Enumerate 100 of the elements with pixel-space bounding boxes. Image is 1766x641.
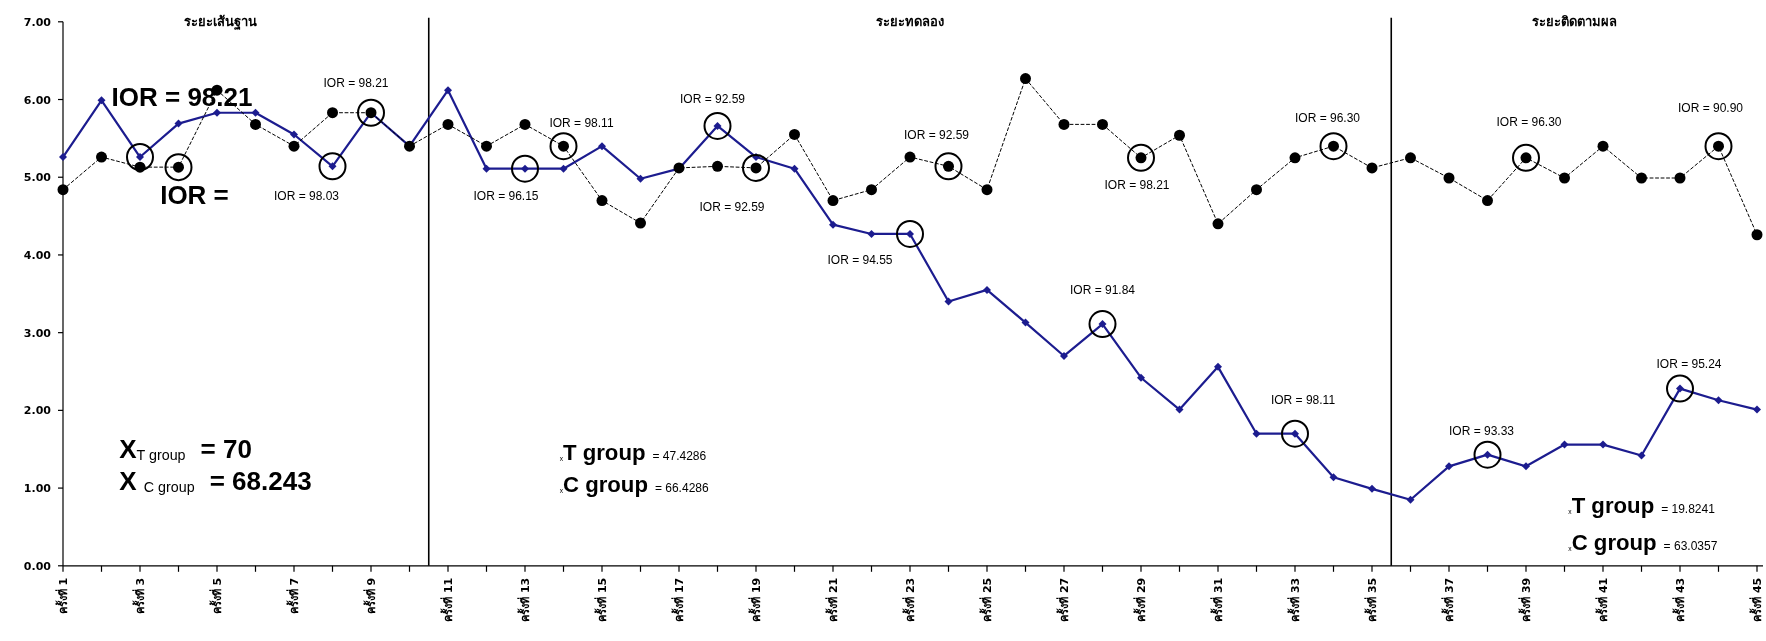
point (635, 217, 646, 229)
point (1366, 162, 1378, 174)
point (1175, 405, 1184, 414)
point (1714, 396, 1723, 405)
point (1751, 229, 1763, 241)
x-tick-label: ครั้งที่ 41 (1595, 577, 1610, 622)
point (829, 220, 837, 229)
point (290, 130, 298, 139)
note: ระยะเส้นฐาน (184, 14, 258, 30)
point (519, 118, 531, 130)
point (1597, 140, 1609, 152)
x-tick-label: ครั้งที่ 13 (517, 577, 532, 622)
x-tick-label: ครั้งที่ 45 (1749, 577, 1764, 622)
annotation: IOR = 98.21 (1104, 178, 1170, 192)
note: ระยะทดลอง (876, 14, 944, 30)
point (59, 153, 67, 162)
point (1522, 462, 1530, 471)
x-tick-label: ครั้งที่ 7 (286, 577, 301, 615)
point (97, 96, 106, 105)
annotation: IOR = 98.03 (273, 188, 340, 203)
y-tick-label: 0.00 (23, 559, 52, 573)
point (790, 164, 799, 173)
point (1368, 484, 1376, 493)
x-tick-label: ครั้งที่ 39 (1518, 577, 1533, 622)
point (1674, 172, 1686, 184)
y-tick-label: 5.00 (23, 171, 52, 185)
point (1251, 184, 1262, 196)
x-tick-label: ครั้งที่ 1 (55, 577, 70, 615)
x-tick-label: ครั้งที่ 33 (1287, 577, 1302, 622)
x-tick-label: ครั้งที่ 19 (748, 577, 763, 622)
point (1214, 362, 1222, 371)
point (327, 107, 338, 119)
point (1137, 373, 1145, 382)
x-tick-label: ครั้งที่ 9 (363, 577, 378, 615)
point (288, 140, 300, 152)
point (712, 160, 723, 172)
annotation: IOR = 92.59 (699, 200, 765, 215)
x-tick-label: ครั้งที่ 29 (1133, 577, 1148, 622)
point (96, 151, 107, 163)
point (867, 229, 876, 238)
point (1482, 195, 1493, 207)
point (1636, 172, 1647, 184)
x-tick-label: ครั้งที่ 27 (1056, 577, 1071, 622)
point (57, 184, 69, 196)
x-tick-label: ครั้งที่ 17 (671, 577, 686, 622)
x-tick-label: ครั้งที่ 5 (209, 577, 224, 615)
point (213, 108, 221, 117)
note: ระยะติดตามผล (1531, 14, 1617, 30)
annotation: IOR = 96.15 (473, 188, 539, 203)
point (1445, 462, 1453, 471)
annotation: IOR = 95.24 (1656, 356, 1722, 371)
y-tick-label: 2.00 (23, 404, 52, 418)
x-tick-label: ครั้งที่ 35 (1364, 577, 1379, 622)
y-tick-label: 4.00 (23, 248, 52, 262)
point (174, 119, 183, 128)
point (1405, 152, 1416, 164)
point (1599, 440, 1607, 449)
annotation: IOR = 92.59 (679, 92, 746, 107)
point (1058, 118, 1070, 130)
point (944, 297, 953, 306)
point (481, 140, 492, 152)
point (444, 86, 452, 95)
point (1020, 73, 1031, 85)
point (1252, 429, 1261, 438)
point (442, 118, 454, 130)
point (1559, 172, 1570, 184)
annotation: IOR = 96.30 (1294, 111, 1361, 126)
x-tick-label: ครั้งที่ 25 (979, 577, 994, 622)
point (596, 195, 608, 207)
point (1637, 451, 1646, 460)
point (1097, 118, 1108, 130)
annotation: IOR = 94.55 (827, 253, 893, 268)
annotation: IOR = 96.30 (1496, 115, 1562, 129)
x-tick-label: ครั้งที่ 43 (1672, 577, 1687, 622)
point (1060, 351, 1068, 360)
point (1560, 440, 1569, 449)
point (251, 108, 260, 117)
x-tick-label: ครั้งที่ 23 (902, 577, 917, 622)
point (866, 184, 877, 196)
point (1021, 318, 1030, 327)
annotation: IOR = 90.90 (1677, 101, 1744, 116)
annotation: IOR = 98.11 (1270, 392, 1336, 407)
x-tick-label: ครั้งที่ 3 (132, 577, 147, 615)
point (1406, 495, 1415, 504)
x-tick-label: ครั้งที่ 37 (1441, 577, 1456, 622)
point (1753, 405, 1761, 414)
point (636, 174, 645, 183)
point (250, 118, 261, 130)
annotation: IOR = 98.11 (549, 116, 614, 131)
point (981, 184, 993, 196)
annotation: IOR = 91.84 (1069, 283, 1136, 298)
point (1443, 172, 1455, 184)
y-tick-label: 1.00 (23, 482, 52, 496)
point (1329, 473, 1338, 482)
annotation: IOR = 92.59 (903, 127, 970, 142)
point (789, 128, 800, 140)
y-tick-label: 3.00 (23, 326, 52, 340)
annotation: IOR = 98.21 (323, 75, 389, 90)
x-tick-label: ครั้งที่ 15 (594, 577, 609, 622)
point (1289, 152, 1301, 164)
